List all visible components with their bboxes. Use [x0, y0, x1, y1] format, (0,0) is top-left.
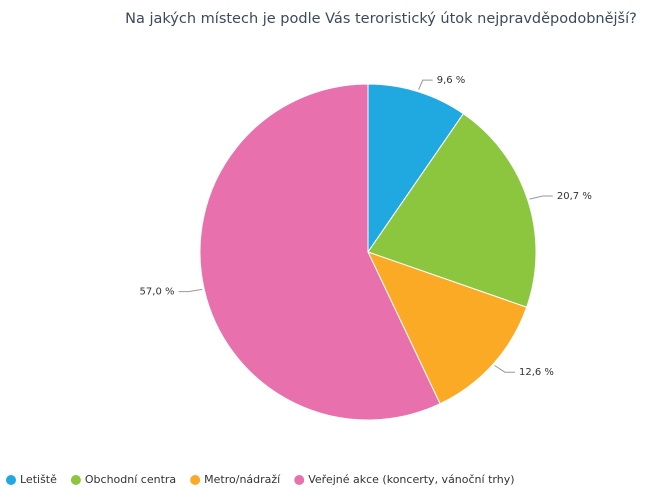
data-label: 20,7 %: [557, 191, 592, 202]
legend-label: Letiště: [20, 473, 57, 486]
leader-line: [178, 288, 203, 293]
legend-marker: [6, 475, 16, 485]
pie-slice: [367, 113, 537, 308]
legend-marker: [190, 475, 201, 485]
leader-line: [494, 365, 515, 373]
pie-slice: [367, 251, 528, 405]
legend-marker: [294, 475, 305, 485]
legend-label: Veřejné akce (koncerty, vánoční trhy): [308, 473, 514, 486]
chart-title: Na jakých místech je podle Vás teroristi…: [125, 11, 637, 27]
data-label: 12,6 %: [519, 367, 554, 378]
data-label: 57,0 %: [140, 287, 175, 298]
legend-label: Obchodní centra: [85, 473, 176, 486]
leader-line: [529, 195, 553, 200]
legend-label: Metro/nádraží: [204, 473, 281, 486]
pie-slice: [199, 83, 441, 421]
leader-line: [418, 79, 433, 90]
data-label: 9,6 %: [437, 75, 466, 86]
pie-slice: [367, 83, 465, 254]
legend-marker: [70, 475, 81, 485]
